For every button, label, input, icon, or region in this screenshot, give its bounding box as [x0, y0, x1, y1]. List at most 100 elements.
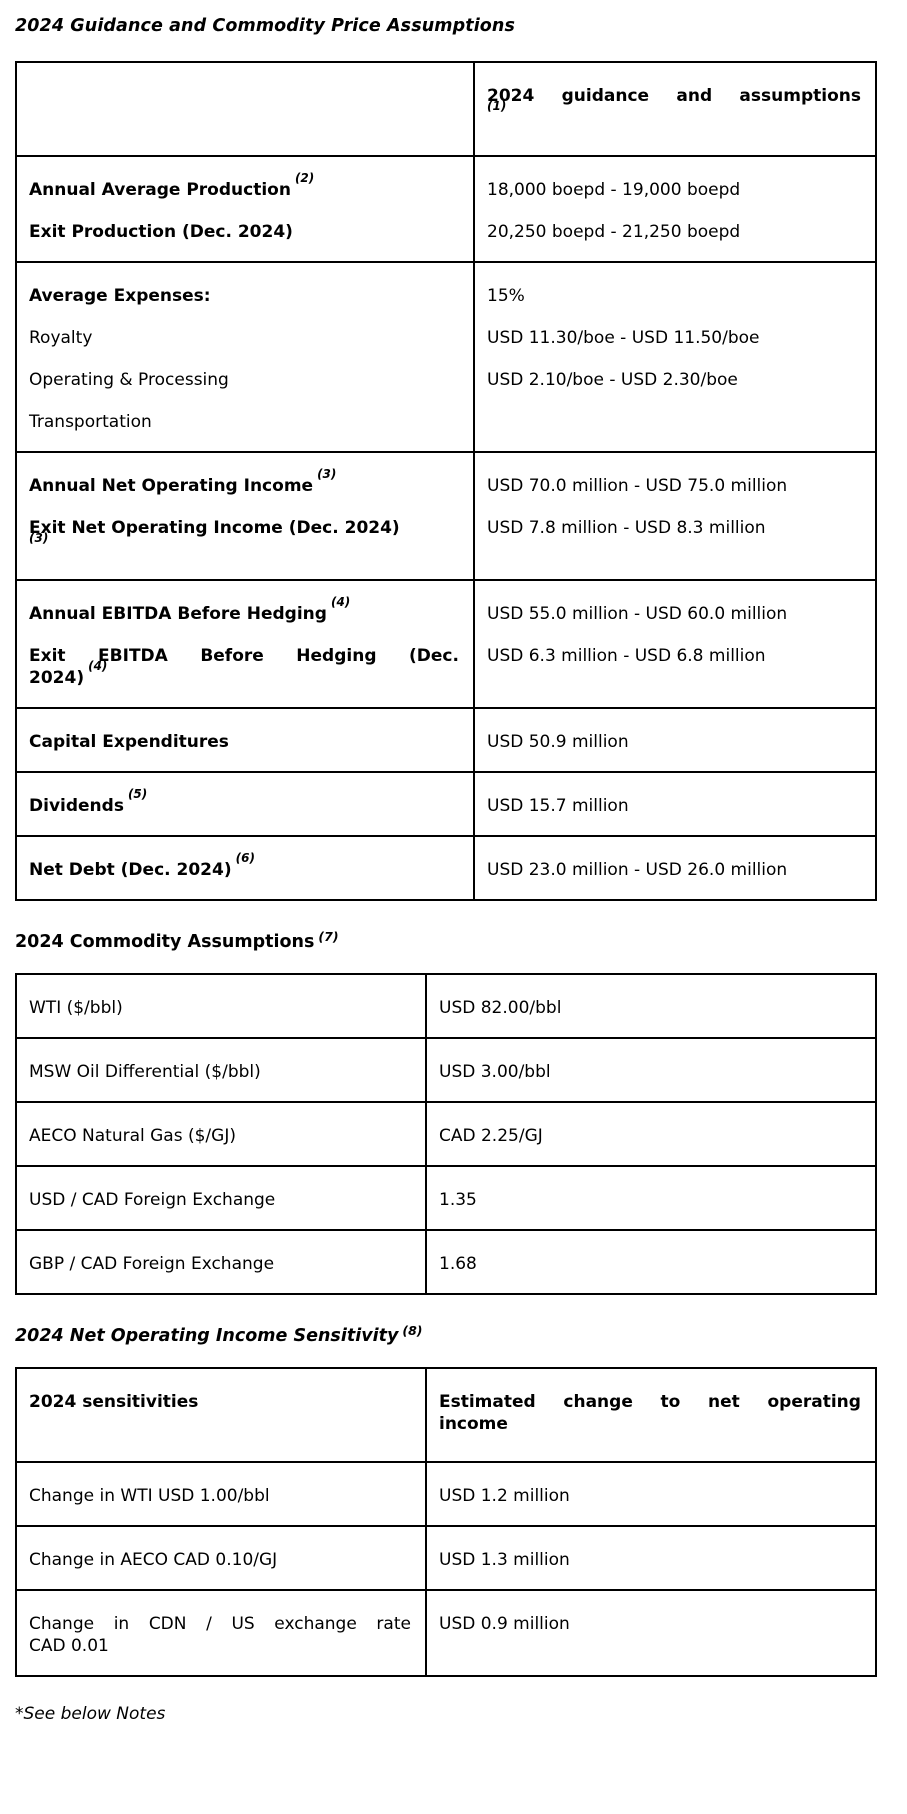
- row-value-cell: USD 82.00/bbl: [425, 973, 877, 1039]
- row-value-cell: USD 55.0 million - USD 60.0 million USD 6…: [473, 579, 877, 709]
- text-line: USD 3.00/bbl: [439, 1061, 861, 1083]
- text-line: USD 6.3 million - USD 6.8 million: [487, 645, 861, 667]
- text: Transportation: [29, 412, 152, 432]
- text-line: Exit Net Operating Income (Dec. 2024): [29, 517, 459, 539]
- row-label-cell: Dividends(5): [15, 771, 475, 837]
- paragraph: USD 50.9 million: [487, 731, 861, 753]
- text-line: USD 82.00/bbl: [439, 997, 861, 1019]
- paragraph: Average Expenses:: [29, 285, 459, 307]
- text-line: USD 7.8 million - USD 8.3 million: [487, 517, 861, 539]
- row-value-cell: USD 50.9 million: [473, 707, 877, 773]
- row-label-cell: MSW Oil Differential ($/bbl): [15, 1037, 427, 1103]
- paragraph: Transportation: [29, 411, 459, 433]
- row-value-cell: 15% USD 11.30/boe - USD 11.50/boe USD 2.10…: [473, 261, 877, 453]
- text-line: Exit Production (Dec. 2024): [29, 221, 459, 243]
- row-value-cell: USD 3.00/bbl: [425, 1037, 877, 1103]
- footnote-reference: (3): [29, 531, 49, 546]
- row-label-cell: Net Debt (Dec. 2024)(6): [15, 835, 475, 901]
- paragraph: Royalty: [29, 327, 459, 349]
- word: 2024: [487, 86, 535, 106]
- noi-sensitivity-table: 2024 sensitivities Estimated change to net op…: [15, 1367, 877, 1677]
- word: Exit: [29, 646, 66, 666]
- word: Before: [200, 646, 264, 666]
- row-value-cell: USD 23.0 million - USD 26.0 million: [473, 835, 877, 901]
- paragraph: GBP / CAD Foreign Exchange: [29, 1253, 411, 1275]
- row-label-cell: Capital Expenditures: [15, 707, 475, 773]
- text: Change in WTI USD 1.00/bbl: [29, 1486, 270, 1506]
- paragraph: 18,000 boepd - 19,000 boepd: [487, 179, 861, 201]
- table-row: Net Debt (Dec. 2024)(6) USD 23.0 million …: [15, 835, 877, 901]
- row-label-cell: Average Expenses: Royalty Operating & Proc…: [15, 261, 475, 453]
- row-label-cell: Annual EBITDA Before Hedging(4) Exit EBITD…: [15, 579, 475, 709]
- text-line: 1.35: [439, 1189, 861, 1211]
- word: guidance: [561, 86, 650, 106]
- paragraph: USD 55.0 million - USD 60.0 million: [487, 603, 861, 625]
- text: USD 0.9 million: [439, 1614, 570, 1634]
- see-notes-footnote: *See below Notes: [15, 1704, 166, 1724]
- table-header-row: 2024 sensitivities Estimated change to net op…: [15, 1367, 877, 1463]
- table-row: Change in WTI USD 1.00/bbl USD 1.2 millio…: [15, 1461, 877, 1527]
- word: (Dec.: [409, 646, 459, 666]
- row-value-cell: 1.68: [425, 1229, 877, 1295]
- text-line: 2024)(4): [29, 660, 459, 689]
- text-line: WTI ($/bbl): [29, 997, 411, 1019]
- justified-line: Change in CDN / US exchange rate: [29, 1613, 411, 1635]
- commodity-assumptions-heading-footnote-ref: (7): [318, 929, 339, 944]
- row-value-cell: USD 1.3 million: [425, 1525, 877, 1591]
- text: USD 15.7 million: [487, 796, 629, 816]
- header-value-cell: 2024 guidance and assumptions (1): [473, 61, 877, 157]
- text: USD 70.0 million - USD 75.0 million: [487, 476, 788, 496]
- text: USD 1.2 million: [439, 1486, 570, 1506]
- paragraph: 20,250 boepd - 21,250 boepd: [487, 221, 861, 243]
- row-label-cell: Change in WTI USD 1.00/bbl: [15, 1461, 427, 1527]
- commodity-assumptions-table: WTI ($/bbl) USD 82.00/bbl MSW Oil Differen…: [15, 973, 877, 1295]
- text: 15%: [487, 286, 525, 306]
- header-label-cell: [15, 61, 475, 157]
- text: USD 50.9 million: [487, 732, 629, 752]
- word: /: [206, 1614, 212, 1634]
- word: operating: [767, 1392, 861, 1412]
- row-label-cell: Change in AECO CAD 0.10/GJ: [15, 1525, 427, 1591]
- row-label-cell: Annual Average Production(2) Exit Product…: [15, 155, 475, 263]
- text: USD 23.0 million - USD 26.0 million: [487, 860, 788, 880]
- text: AECO Natural Gas ($/GJ): [29, 1126, 236, 1146]
- text-line: CAD 0.01: [29, 1635, 411, 1657]
- text-line: Annual EBITDA Before Hedging(4): [29, 596, 459, 625]
- row-value-cell: USD 70.0 million - USD 75.0 million USD 7…: [473, 451, 877, 581]
- text-line: USD 1.3 million: [439, 1549, 861, 1571]
- text-line: Average Expenses:: [29, 285, 459, 307]
- table-row: Annual Average Production(2) Exit Product…: [15, 155, 877, 263]
- text: Operating & Processing: [29, 370, 229, 390]
- paragraph: MSW Oil Differential ($/bbl): [29, 1061, 411, 1083]
- text-line: 1.68: [439, 1253, 861, 1275]
- word: Estimated: [439, 1392, 536, 1412]
- paragraph: USD 15.7 million: [487, 795, 861, 817]
- word: US: [231, 1614, 255, 1634]
- paragraph: 2024 guidance and assumptions (1): [487, 85, 861, 129]
- table-row: USD / CAD Foreign Exchange 1.35: [15, 1165, 877, 1231]
- text: 1.35: [439, 1190, 477, 1210]
- paragraph: Change in AECO CAD 0.10/GJ: [29, 1549, 411, 1571]
- table-row: Annual Net Operating Income(3) Exit Net O…: [15, 451, 877, 581]
- text: Annual Average Production: [29, 180, 291, 200]
- text: Exit Net Operating Income (Dec. 2024): [29, 518, 400, 538]
- paragraph: USD 1.2 million: [439, 1485, 861, 1507]
- text-line: Change in AECO CAD 0.10/GJ: [29, 1549, 411, 1571]
- noi-sensitivity-heading-text: 2024 Net Operating Income Sensitivity: [15, 1326, 399, 1346]
- paragraph: Change in CDN / US exchange rate CAD 0.01: [29, 1613, 411, 1657]
- paragraph: USD 6.3 million - USD 6.8 million: [487, 645, 861, 667]
- text-line: Change in WTI USD 1.00/bbl: [29, 1485, 411, 1507]
- footnote-reference: (3): [317, 467, 337, 482]
- text: USD 82.00/bbl: [439, 998, 562, 1018]
- text: Net Debt (Dec. 2024): [29, 860, 232, 880]
- text: WTI ($/bbl): [29, 998, 123, 1018]
- row-label-cell: USD / CAD Foreign Exchange: [15, 1165, 427, 1231]
- text: USD 6.3 million - USD 6.8 million: [487, 646, 766, 666]
- text-line: USD 55.0 million - USD 60.0 million: [487, 603, 861, 625]
- text-line: USD 50.9 million: [487, 731, 861, 753]
- footnote-reference: (1): [487, 99, 507, 114]
- paragraph: CAD 2.25/GJ: [439, 1125, 861, 1147]
- row-value-cell: USD 1.2 million: [425, 1461, 877, 1527]
- guidance-table: 2024 guidance and assumptions (1) Annual Aver…: [15, 61, 877, 901]
